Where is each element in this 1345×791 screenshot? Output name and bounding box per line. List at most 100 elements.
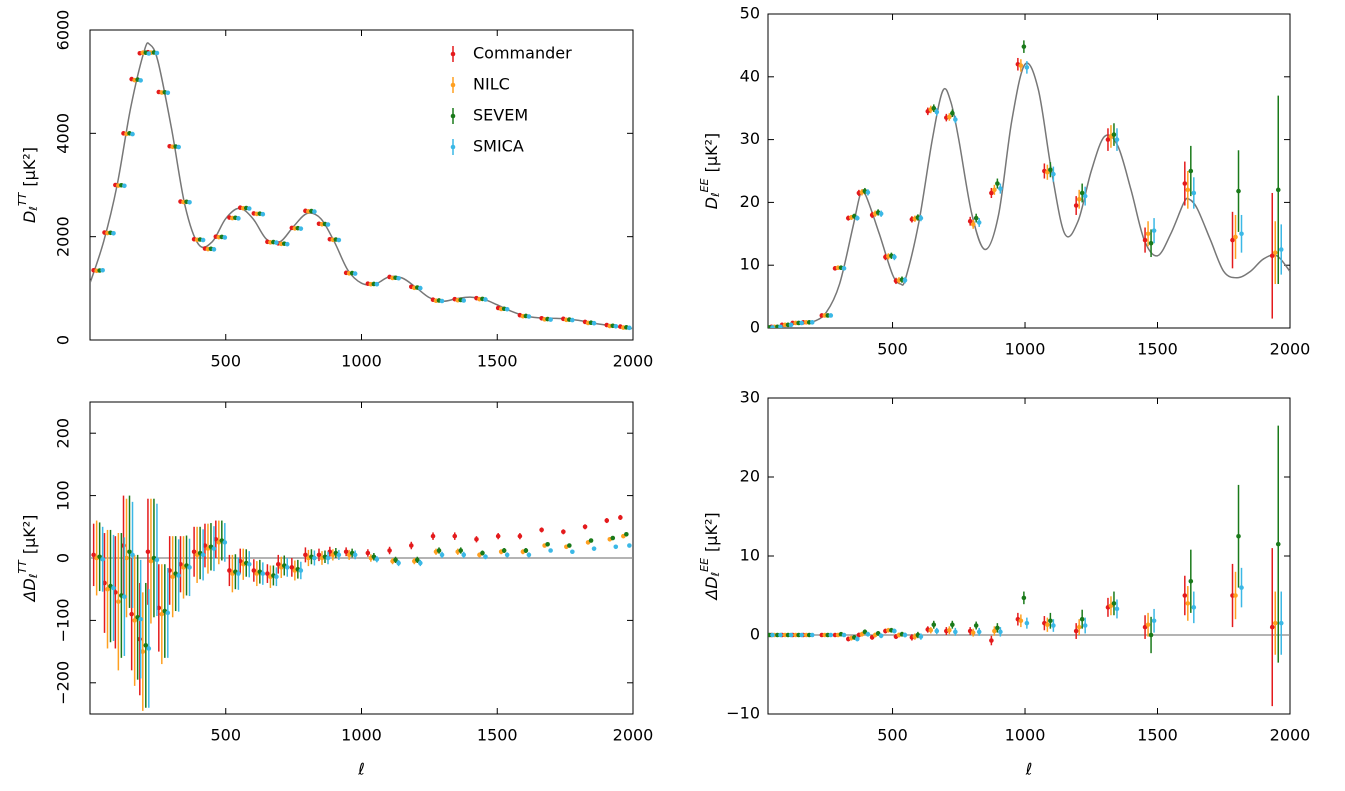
data-point: [1145, 622, 1151, 628]
data-point: [222, 540, 228, 545]
y-axis-label: ΔDℓTT [μK²]: [16, 515, 40, 604]
data-point: [591, 320, 597, 326]
y-label-unit: [μK²]: [702, 133, 721, 173]
data-point: [495, 533, 501, 539]
y-tick-label: 100: [54, 480, 73, 511]
data-point: [588, 538, 594, 543]
data-point: [526, 552, 532, 558]
legend-swatch: [450, 144, 456, 150]
data-point: [778, 632, 783, 638]
x-tick-label: 1500: [1137, 726, 1178, 745]
data-point: [539, 527, 544, 533]
y-label-unit: [μK²]: [20, 515, 39, 555]
data-point: [236, 216, 241, 221]
data-point: [105, 586, 110, 592]
x-tick-label: 500: [877, 726, 908, 745]
data-point: [918, 634, 924, 639]
data-point: [352, 552, 358, 558]
y-label-sup: TT: [16, 559, 29, 574]
y-label-sup: TT: [16, 191, 29, 206]
y-tick-label: −10: [726, 704, 760, 723]
y-tick-label: 40: [740, 66, 760, 85]
data-point: [265, 571, 270, 576]
data-point: [992, 187, 997, 193]
data-point: [1185, 601, 1191, 606]
data-point: [1076, 624, 1082, 630]
data-point: [396, 560, 401, 566]
y-tick-label: 20: [740, 192, 760, 211]
data-point: [1111, 132, 1117, 137]
data-point: [211, 247, 217, 252]
x-tick-label: 1000: [341, 726, 382, 745]
data-point: [902, 277, 908, 283]
y-tick-label: −200: [54, 661, 73, 705]
legend-swatch: [450, 51, 456, 57]
data-point: [1148, 240, 1154, 246]
data-point: [1142, 237, 1148, 243]
data-point: [1188, 168, 1194, 174]
panel: 500 1000 1500 2000−200−1000100200ΔDℓTT[μK²]…: [16, 401, 653, 779]
data-point: [458, 548, 464, 553]
data-point: [1018, 618, 1024, 624]
data-point: [1045, 622, 1050, 628]
data-point: [187, 565, 192, 570]
x-tick-label: 2000: [1270, 726, 1311, 745]
data-point: [828, 313, 834, 318]
data-point: [436, 548, 442, 553]
x-tick-label: 500: [210, 726, 241, 745]
data-point: [418, 285, 423, 291]
data-point: [1114, 606, 1120, 612]
data-point: [1079, 190, 1085, 196]
data-point: [582, 524, 588, 530]
data-point: [474, 536, 479, 542]
legend-label: Commander: [473, 44, 572, 63]
data-point: [1239, 231, 1244, 237]
data-point: [841, 632, 847, 638]
data-point: [618, 515, 623, 520]
x-tick-label: 500: [210, 352, 241, 371]
data-point: [624, 531, 629, 537]
data-point: [841, 266, 847, 271]
data-point: [430, 533, 436, 539]
y-label-sub: ℓ: [709, 572, 722, 578]
data-point: [1233, 234, 1238, 240]
y-tick-label: 2000: [54, 216, 73, 257]
plot-area: [90, 42, 633, 331]
data-point: [934, 628, 940, 634]
y-label-sub: ℓ: [27, 206, 40, 212]
data-point: [246, 206, 252, 211]
y-tick-label: −100: [54, 598, 73, 642]
data-point: [1051, 623, 1056, 628]
data-point: [892, 628, 897, 634]
data-point: [854, 636, 860, 642]
y-axis-label: DℓTT [μK²]: [16, 147, 40, 223]
data-point: [1182, 593, 1188, 598]
y-tick-label: 200: [54, 418, 73, 449]
y-tick-label: 0: [750, 318, 760, 337]
data-point: [336, 237, 342, 243]
y-tick-label: 0: [54, 553, 73, 563]
y-label-sub: ℓ: [709, 192, 722, 198]
data-point: [211, 546, 217, 551]
y-tick-label: 4000: [54, 113, 73, 154]
data-point: [387, 548, 392, 553]
data-point: [523, 548, 529, 553]
data-point: [374, 556, 380, 562]
data-point: [176, 573, 181, 578]
data-point: [148, 558, 154, 564]
data-point: [418, 560, 423, 566]
data-point: [1278, 247, 1284, 252]
x-tick-label: 1500: [1137, 340, 1178, 359]
data-point: [613, 324, 619, 329]
y-tick-label: 50: [740, 4, 760, 23]
plot-frame: [89, 29, 634, 341]
x-tick-label: 2000: [1270, 340, 1311, 359]
data-point: [127, 549, 132, 555]
y-tick-label: 10: [740, 546, 760, 565]
data-point: [200, 237, 206, 243]
legend-label: NILC: [473, 75, 510, 94]
data-point: [931, 622, 937, 628]
data-point: [480, 550, 485, 556]
data-point: [246, 561, 252, 567]
